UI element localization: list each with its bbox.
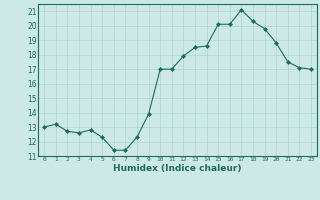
X-axis label: Humidex (Indice chaleur): Humidex (Indice chaleur) (113, 164, 242, 173)
